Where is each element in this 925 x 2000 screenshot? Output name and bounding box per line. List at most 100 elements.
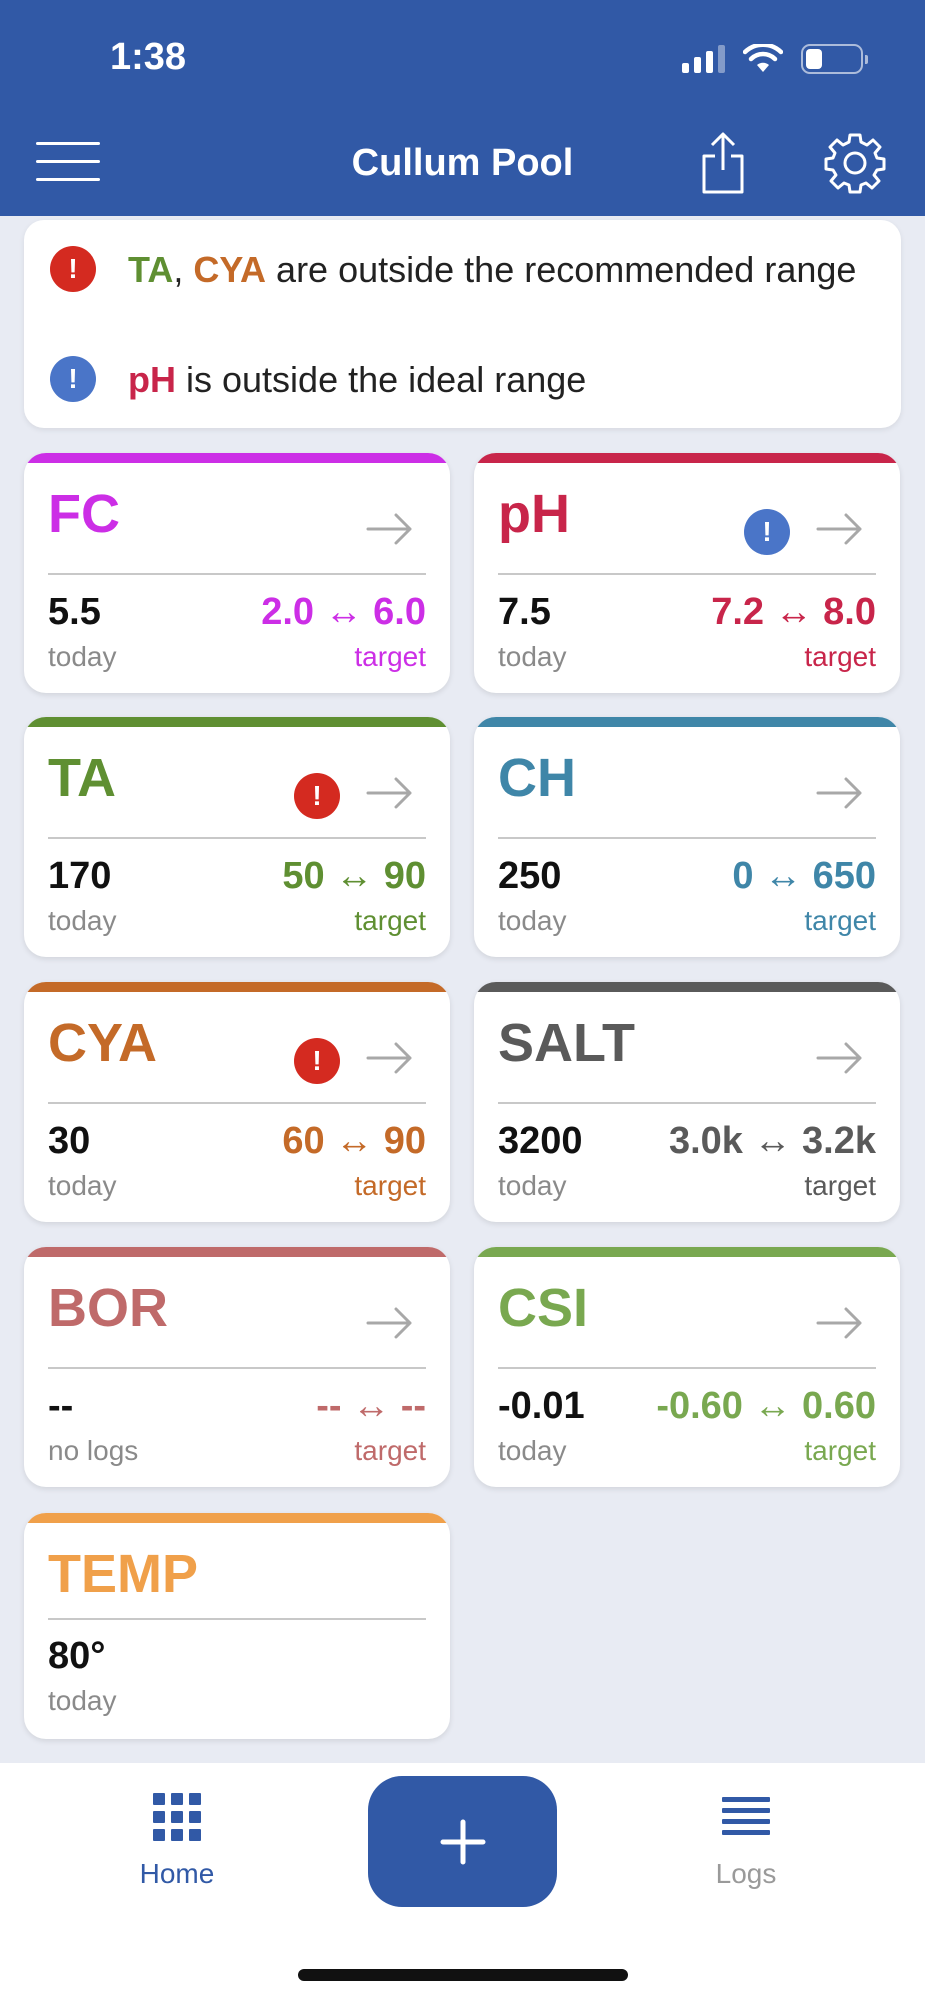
app-header: 1:38 Cullum Pool [0,0,925,216]
card-ph[interactable]: pH! 7.5 today 7.2 ↔ 8.0 target [474,453,900,693]
add-log-button[interactable] [368,1776,557,1907]
alert-param: pH [128,359,176,400]
card-value-label: today [48,1170,117,1201]
card-divider [498,573,876,575]
card-value-label: today [48,641,117,672]
card-divider [48,837,426,839]
card-target-range: -- ↔ -- [316,1385,426,1427]
card-divider [498,1102,876,1104]
card-target-range: 60 ↔ 90 [282,1120,426,1162]
card-value: 80° [48,1635,106,1677]
card-color-bar [474,982,900,992]
card-target-range: 50 ↔ 90 [282,855,426,897]
card-divider [48,1618,426,1620]
card-value: 7.5 [498,591,551,633]
share-icon[interactable] [700,130,746,196]
card-name: CSI [498,1278,589,1338]
tab-bar: Home Logs [0,1763,925,2000]
status-icons [682,44,868,74]
card-target-label: target [354,641,426,672]
card-name: CH [498,748,576,808]
card-temp[interactable]: TEMP 80° today [24,1513,450,1739]
card-value: 250 [498,855,562,897]
grid-icon [153,1793,201,1841]
alert-message: is outside the ideal range [176,359,587,400]
alert-row: ! pH is outside the ideal range [50,356,888,403]
cellular-signal-icon [682,45,725,73]
card-divider [48,573,426,575]
arrow-right-icon [816,513,862,545]
gear-icon[interactable] [822,130,888,196]
tab-logs[interactable]: Logs [646,1793,846,1890]
card-value: -0.01 [498,1385,585,1427]
tab-home-label: Home [139,1858,215,1889]
card-color-bar [24,717,450,727]
card-target-label: target [804,1435,876,1466]
card-fc[interactable]: FC 5.5 today 2.0 ↔ 6.0 target [24,453,450,693]
battery-icon [801,44,868,74]
card-value-label: today [498,1170,567,1201]
card-target-label: target [804,1170,876,1201]
card-color-bar [24,1247,450,1257]
card-name: pH [498,484,570,544]
card-target-range: 0 ↔ 650 [732,855,876,897]
card-divider [498,1367,876,1369]
card-color-bar [24,982,450,992]
arrow-right-icon [366,513,412,545]
status-time: 1:38 [110,36,187,78]
card-color-bar [474,1247,900,1257]
card-value: 30 [48,1120,91,1162]
exclamation-icon: ! [50,246,96,292]
alerts-panel: ! TA, CYA are outside the recommended ra… [24,220,901,428]
alert-text: pH is outside the ideal range [128,356,888,403]
arrow-right-icon [366,1307,412,1339]
card-color-bar [474,453,900,463]
list-icon [722,1797,770,1835]
alert-param: CYA [193,249,267,290]
card-target-range: 3.0k ↔ 3.2k [668,1120,876,1162]
card-value-label: today [48,905,117,936]
card-target-range: 2.0 ↔ 6.0 [261,591,426,633]
card-value: 5.5 [48,591,101,633]
exclamation-icon: ! [294,773,340,819]
card-salt[interactable]: SALT 3200 today 3.0k ↔ 3.2k target [474,982,900,1222]
card-ch[interactable]: CH 250 today 0 ↔ 650 target [474,717,900,957]
card-name: TEMP [48,1544,199,1604]
card-cya[interactable]: CYA! 30 today 60 ↔ 90 target [24,982,450,1222]
card-divider [48,1102,426,1104]
card-target-range: -0.60 ↔ 0.60 [656,1385,876,1427]
card-bor[interactable]: BOR -- no logs -- ↔ -- target [24,1247,450,1487]
card-name: TA [48,748,116,808]
card-name: CYA [48,1013,158,1073]
exclamation-icon: ! [744,509,790,555]
exclamation-icon: ! [50,356,96,402]
card-value-label: today [498,905,567,936]
alert-param: TA [128,249,174,290]
card-value: 170 [48,855,112,897]
card-target-label: target [354,1170,426,1201]
alert-row: ! TA, CYA are outside the recommended ra… [50,246,888,293]
card-name: FC [48,484,120,544]
card-target-label: target [804,641,876,672]
home-indicator [298,1969,628,1981]
card-color-bar [474,717,900,727]
tab-logs-label: Logs [715,1858,777,1889]
menu-button[interactable] [36,140,100,184]
tab-home[interactable]: Home [77,1793,277,1890]
plus-icon [440,1819,485,1864]
card-value-label: today [48,1685,117,1716]
card-color-bar [24,1513,450,1523]
card-value-label: no logs [48,1435,139,1466]
card-csi[interactable]: CSI -0.01 today -0.60 ↔ 0.60 target [474,1247,900,1487]
card-name: SALT [498,1013,635,1073]
alert-separator: , [173,249,194,290]
card-ta[interactable]: TA! 170 today 50 ↔ 90 target [24,717,450,957]
card-divider [498,837,876,839]
card-target-label: target [354,1435,426,1466]
card-value: -- [48,1385,74,1427]
alert-message: are outside the recommended range [266,249,857,290]
card-value-label: today [498,1435,567,1466]
alert-text: TA, CYA are outside the recommended rang… [128,246,888,293]
wifi-icon [743,44,783,72]
arrow-right-icon [366,1042,412,1074]
